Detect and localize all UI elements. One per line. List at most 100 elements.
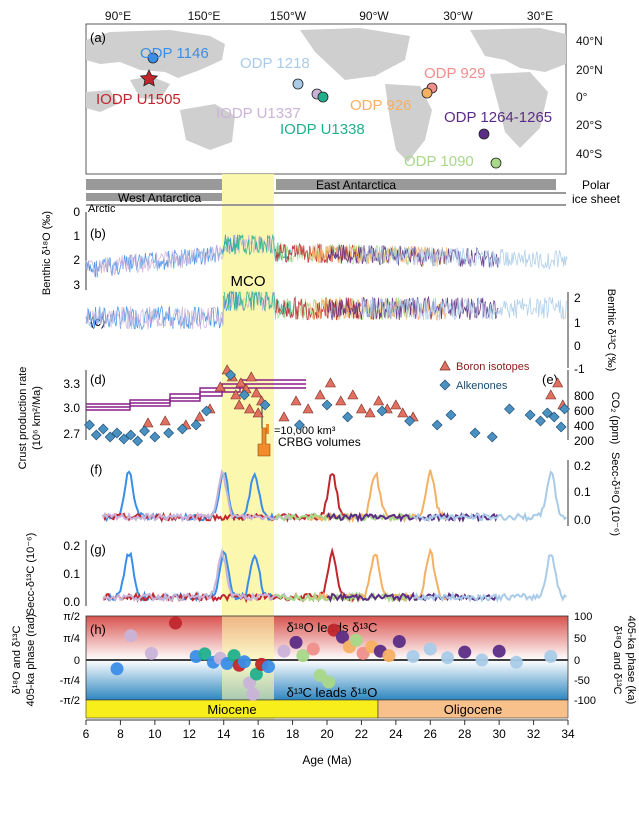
alkenone-co2-point [404, 415, 416, 427]
tick: 0 [574, 655, 580, 667]
tick: 600 [574, 404, 594, 418]
tick: 0.0 [574, 513, 591, 527]
alkenone-co2-point [104, 431, 116, 443]
lon-tick: 30°E [527, 9, 553, 23]
ice-sheet-bars: East Antarctica West Antarctica Arctic P… [86, 178, 621, 215]
x-tick-label: 26 [424, 727, 438, 741]
phase-point [306, 642, 320, 656]
alkenone-co2-point [548, 411, 560, 423]
phase-point [544, 649, 558, 663]
axis-label: Benthic δ¹⁸O (‰) [41, 211, 53, 295]
alkenone-co2-point [163, 427, 175, 439]
lon-tick: 150°W [270, 9, 307, 23]
alkenone-co2-point [294, 419, 305, 431]
boron-co2-point [347, 389, 359, 400]
phase-point [349, 633, 363, 647]
axis-label: (10⁶ km²/Ma) [31, 386, 43, 450]
tick: 3.3 [63, 377, 80, 391]
legend-triangle-icon [439, 360, 451, 371]
boron-co2-point [244, 403, 256, 414]
panel-label: (f) [90, 462, 102, 477]
boron-co2-point [397, 407, 409, 418]
d13c-series-line [361, 296, 568, 321]
tick: 200 [574, 434, 594, 448]
x-tick-label: 24 [389, 727, 403, 741]
alkenone-co2-point [238, 389, 250, 401]
alkenone-co2-point [125, 429, 137, 441]
tick: π/2 [63, 611, 80, 623]
tick: 1 [73, 229, 80, 243]
d18o-series-line [361, 245, 568, 270]
panel-g: 0.2 0.1 0.0 Secc-δ¹³C (10⁻⁶) (g) [25, 533, 106, 615]
lead-zone-top [86, 616, 568, 660]
x-tick-label: 16 [251, 727, 265, 741]
site-odp1264 [478, 128, 490, 140]
alkenone-co2-point [504, 403, 515, 415]
site-label: ODP 1264-1265 [444, 109, 552, 126]
phase-point [169, 616, 183, 630]
phase-point [423, 642, 437, 656]
axis-label: 405-ka phase (ka) [625, 616, 637, 705]
site-u1338 [317, 91, 329, 103]
alkenone-co2-point [225, 369, 237, 381]
boron-co2-point [159, 415, 171, 426]
alkenone-co2-point [535, 415, 546, 427]
ice-west-label: West Antarctica [118, 191, 201, 205]
alkenone-co2-point [90, 429, 102, 441]
axis-label: 405-ka phase (rad) [25, 614, 37, 707]
phase-point [246, 687, 260, 701]
ice-bar-west-early [86, 179, 222, 190]
boron-co2-point [373, 395, 385, 406]
panel-label: (h) [90, 622, 106, 637]
boron-co2-point [545, 389, 557, 400]
alkenone-co2-point [111, 427, 123, 439]
phase-point [327, 623, 341, 637]
boron-co2-point [335, 395, 347, 406]
tick: 100 [574, 611, 592, 623]
axis-label: Crust production rate [17, 367, 29, 470]
ice-bar-east [276, 179, 556, 190]
phase-point [458, 645, 472, 659]
tick: 0 [74, 655, 80, 667]
panel-a-map: 90°E 150°E 150°W 90°W 30°W 30°E 40°N 20°… [85, 9, 603, 175]
x-tick-label: 30 [492, 727, 506, 741]
epoch-oligocene [377, 699, 569, 719]
lat-tick: 20°S [576, 118, 602, 132]
epoch-bar: Miocene Oligocene [85, 699, 569, 719]
alkenone-co2-point [139, 425, 150, 437]
tick: 3.0 [63, 401, 80, 415]
lon-tick: 90°E [105, 9, 131, 23]
phase-point [277, 644, 291, 658]
site-u1505-star [139, 69, 159, 87]
alkenone-co2-point [132, 435, 144, 447]
alkenone-co2-point [118, 433, 130, 445]
tick: 2 [574, 291, 581, 305]
alkenone-co2-point [486, 431, 498, 443]
crbg-scale-icon [266, 424, 269, 434]
ice-polar-label: Polar [582, 178, 610, 192]
phase-point [289, 635, 303, 649]
x-axis: 6 8 10 12 14 16 18 20 22 24 26 28 30 32 34 Age (Ma) [83, 719, 575, 767]
site-label: ODP 1146 [140, 45, 209, 62]
alkenone-co2-point [176, 423, 188, 435]
axis-label: Secc-δ¹³C (10⁻⁶) [25, 533, 37, 615]
x-tick-label: 14 [217, 727, 231, 741]
tick: -1 [574, 362, 585, 376]
alkenone-co2-point [259, 399, 271, 411]
g-series-line [102, 547, 293, 603]
tick: -100 [574, 695, 596, 707]
epoch-label: Oligocene [444, 702, 503, 717]
x-tick-label: 18 [286, 727, 300, 741]
boron-co2-point [252, 407, 264, 418]
alkenone-co2-point [541, 407, 553, 419]
alkenone-co2-point [555, 421, 567, 433]
f-series-line [102, 468, 294, 523]
axis-label: δ¹⁸O and δ¹³C [11, 626, 23, 695]
panel-label: (e) [542, 372, 558, 387]
phase-point [124, 629, 138, 643]
x-tick-label: 6 [83, 727, 90, 741]
tick: -π/2 [60, 695, 80, 707]
alkenone-co2-point [84, 419, 95, 431]
tick: 2.7 [63, 427, 80, 441]
